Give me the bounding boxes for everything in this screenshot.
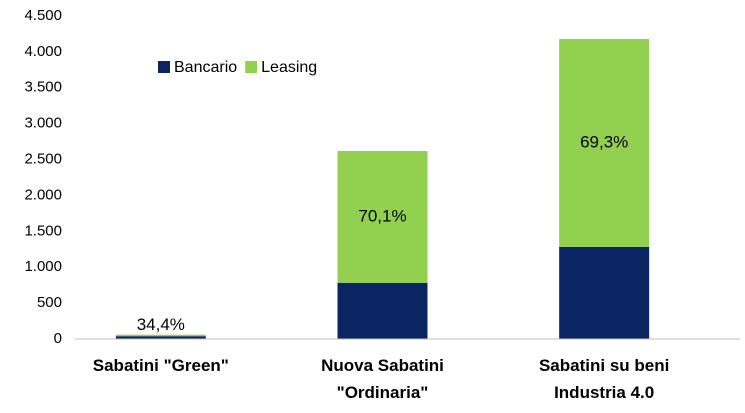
bar-segment <box>115 336 206 339</box>
bar-segment <box>559 246 650 339</box>
legend-swatch <box>245 61 258 73</box>
y-tick-label: 4.500 <box>24 7 62 24</box>
y-tick-label: 0 <box>54 330 62 347</box>
x-tick-label: Nuova Sabatini "Ordinaria" <box>321 356 444 402</box>
share-label: 69,3% <box>580 132 628 151</box>
x-tick-label: Sabatini su beni Industria 4.0 <box>538 356 670 402</box>
bar-segment <box>559 38 650 247</box>
y-tick-label: 2.500 <box>24 151 62 168</box>
y-tick-label: 3.500 <box>24 79 62 96</box>
share-label: 34,4% <box>137 315 185 334</box>
bar-segment <box>337 282 428 339</box>
legend-label: Leasing <box>261 59 317 76</box>
bar-segment <box>337 150 428 283</box>
y-tick-label: 500 <box>37 294 62 311</box>
legend-label: Bancario <box>174 59 237 76</box>
legend-swatch <box>158 61 170 73</box>
y-tick-label: 1.000 <box>24 258 62 275</box>
bar-segment <box>115 334 206 337</box>
y-tick-label: 2.000 <box>24 186 62 203</box>
y-tick-label: 1.500 <box>24 222 62 239</box>
y-tick-label: 4.000 <box>24 43 62 60</box>
share-label: 70,1% <box>358 206 406 225</box>
x-tick-label: Sabatini "Green" <box>92 356 229 375</box>
y-tick-label: 3.000 <box>24 115 62 132</box>
